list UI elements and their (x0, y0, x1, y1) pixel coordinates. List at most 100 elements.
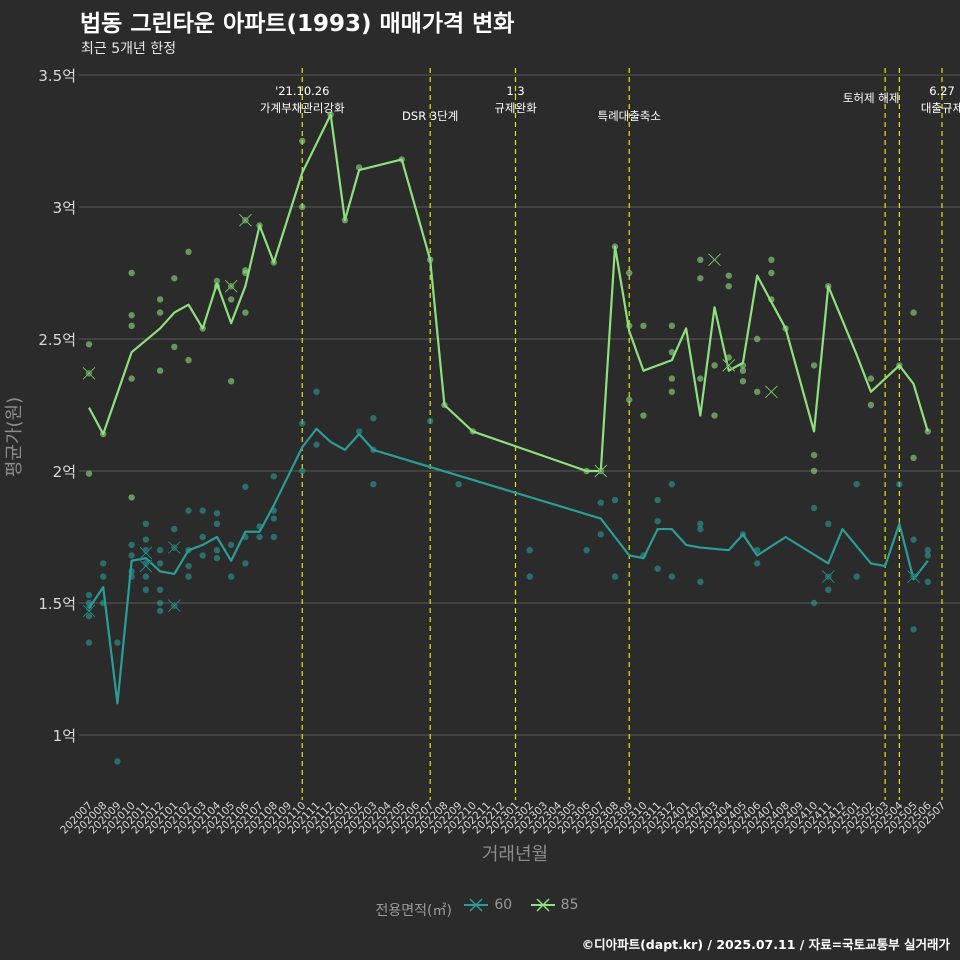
cross-stroke (224, 279, 238, 293)
data-point-85 (810, 362, 818, 369)
y-tick-label: 1억 (53, 727, 76, 745)
data-point-60 (597, 499, 604, 506)
data-point-85 (640, 412, 647, 419)
data-point-85 (910, 454, 917, 461)
data-point-60 (156, 607, 164, 615)
data-point-60 (142, 536, 150, 543)
y-axis-label: 평균가(원) (4, 397, 25, 477)
data-point-85 (697, 256, 704, 263)
cross-marker-60 (821, 570, 835, 584)
data-point-60 (185, 573, 192, 580)
data-point-60 (611, 573, 619, 580)
cross-marker-85 (708, 253, 721, 267)
cross-marker-60 (907, 570, 921, 584)
data-point-60 (370, 415, 377, 422)
data-point-85 (128, 375, 135, 382)
data-point-85 (711, 412, 718, 419)
data-point-60 (156, 547, 164, 554)
data-point-85 (156, 296, 164, 303)
data-point-60 (142, 520, 150, 527)
data-point-60 (825, 520, 832, 527)
data-point-60 (227, 541, 235, 549)
data-point-60 (114, 758, 121, 765)
data-point-85 (753, 388, 761, 395)
cross-marker-60 (167, 599, 181, 613)
series-line-60 (88, 427, 929, 705)
event-label: 특례대출축소 (597, 109, 660, 123)
data-point-60 (128, 552, 135, 559)
data-point-85 (725, 272, 732, 279)
data-point-85 (725, 283, 732, 290)
data-point-85 (128, 312, 135, 319)
data-point-60 (668, 573, 676, 580)
data-point-60 (185, 562, 192, 570)
data-point-60 (526, 573, 533, 580)
data-point-60 (853, 573, 860, 580)
data-point-60 (85, 613, 93, 620)
event-label: 가계부채관리강화 (260, 101, 345, 115)
data-point-85 (768, 269, 775, 277)
data-point-60 (654, 565, 661, 572)
data-point-60 (270, 533, 278, 541)
data-point-85 (668, 388, 676, 395)
data-point-60 (156, 560, 164, 567)
data-point-85 (867, 375, 875, 382)
data-point-60 (270, 473, 278, 480)
cross-stroke (239, 213, 252, 227)
event-label: 6.27 (929, 84, 955, 98)
data-point-60 (355, 428, 363, 435)
data-point-85 (739, 378, 747, 385)
data-point-85 (668, 322, 676, 329)
data-point-60 (313, 441, 320, 448)
data-point-60 (313, 388, 320, 395)
chart-subtitle: 최근 5개년 한정 (81, 41, 177, 57)
cross-stroke (139, 546, 153, 560)
legend-label-85: 85 (560, 897, 579, 913)
legend: 전용면적(㎡) 60 85 (0, 895, 960, 920)
data-point-60 (156, 586, 164, 593)
data-point-60 (924, 552, 931, 559)
data-point-60 (85, 591, 93, 599)
data-point-85 (85, 341, 93, 348)
cross-marker-85 (224, 279, 238, 293)
data-point-85 (697, 275, 704, 282)
series-line-85 (88, 113, 929, 473)
data-point-85 (697, 375, 704, 382)
data-point-60 (611, 496, 619, 504)
legend-item-85: 85 (529, 895, 585, 915)
data-point-60 (583, 547, 590, 554)
event-label: '21.10.26 (275, 84, 329, 98)
data-point-60 (227, 573, 235, 580)
cross-stroke (167, 541, 181, 554)
cross-marker-60 (139, 559, 153, 573)
legend-title: 전용면적(㎡) (375, 903, 452, 919)
data-point-60 (299, 420, 306, 427)
data-point-60 (654, 496, 661, 504)
data-point-60 (171, 525, 178, 533)
event-label: 규제완화 (494, 101, 537, 115)
data-point-60 (156, 599, 164, 607)
data-point-85 (711, 362, 718, 369)
event-label: DSR 3단계 (402, 109, 458, 123)
data-point-60 (199, 552, 206, 559)
data-point-85 (810, 467, 818, 475)
cross-stroke (821, 570, 835, 583)
data-point-60 (697, 520, 704, 527)
cross-marker-85 (82, 366, 96, 380)
source-caption: ©디아파트(dapt.kr) / 2025.07.11 / 자료=국토교통부 실… (581, 937, 950, 952)
data-point-85 (128, 322, 135, 329)
cross-stroke (82, 604, 96, 618)
data-point-85 (185, 248, 192, 256)
data-point-85 (668, 349, 676, 356)
data-point-85 (185, 356, 192, 364)
data-point-60 (213, 520, 221, 527)
data-point-85 (156, 309, 164, 316)
data-point-85 (242, 309, 249, 316)
data-point-60 (427, 417, 434, 425)
cross-stroke (594, 464, 608, 478)
data-point-60 (697, 525, 704, 533)
data-point-60 (810, 504, 818, 512)
x-axis-label: 거래년월 (482, 844, 548, 865)
cross-marker-85 (238, 213, 252, 227)
data-point-85 (668, 375, 676, 382)
